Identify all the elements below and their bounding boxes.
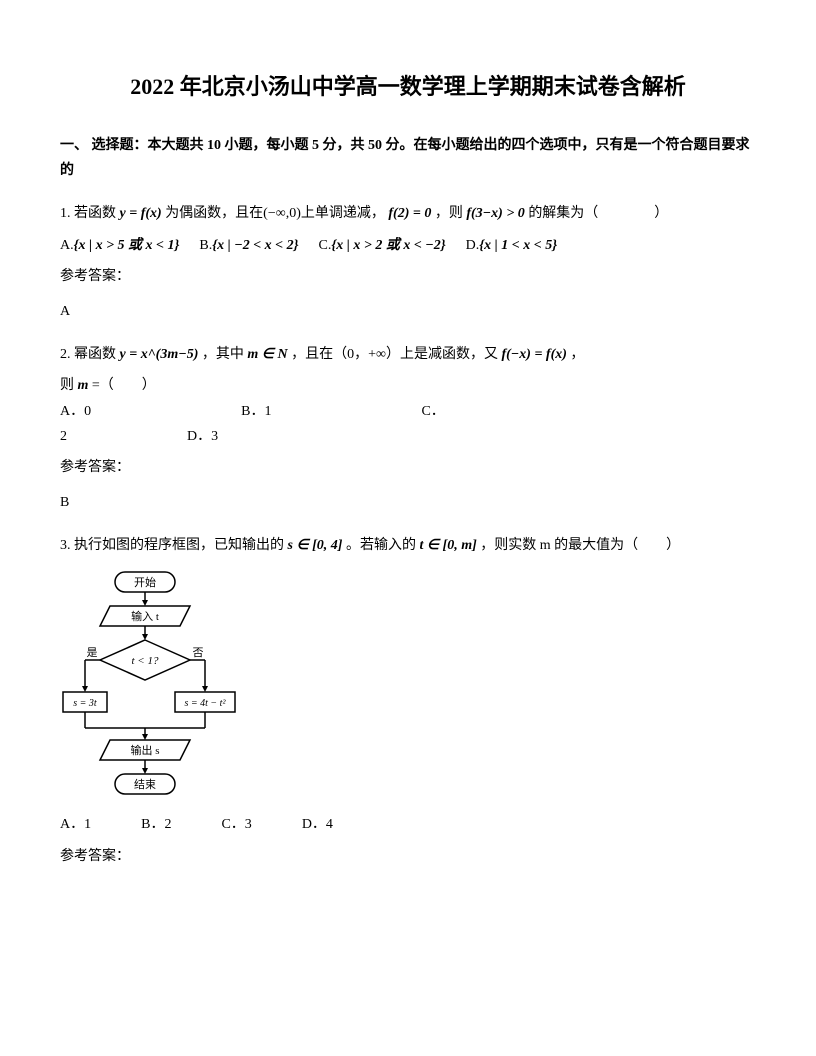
q3-option-d: D．4 — [302, 812, 333, 837]
q3-option-a: A．1 — [60, 812, 91, 837]
q3-formula2: t ∈ [0, m] — [419, 538, 476, 553]
flow-end-text: 结束 — [134, 778, 156, 791]
opt-label: B. — [199, 233, 212, 258]
flow-start-text: 开始 — [134, 575, 156, 589]
opt-set: {x | x > 2 或 x < −2} — [331, 233, 445, 258]
flow-decision-text: t < 1? — [132, 655, 159, 667]
q1-formula2: f(2) = 0 — [388, 206, 431, 221]
q1-text: 为偶函数，且在(−∞,0)上单调递减， — [165, 206, 385, 221]
q1-text: 的解集为（ ） — [528, 206, 668, 221]
q2-text: =（ ） — [92, 378, 156, 393]
flow-no-label: 否 — [193, 647, 204, 659]
q1-text: 1. 若函数 — [60, 206, 120, 221]
q2-formula1: y = x^(3m−5) — [120, 347, 199, 362]
flow-left-text: s = 3t — [73, 698, 97, 709]
opt-label: C. — [319, 233, 332, 258]
q1-options: A. {x | x > 5 或 x < 1} B. {x | −2 < x < … — [60, 233, 756, 258]
q3-option-c: C．3 — [221, 812, 251, 837]
flow-yes-label: 是 — [87, 646, 98, 659]
q2-option-b: B．1 — [241, 399, 271, 424]
q3-option-b: B．2 — [141, 812, 171, 837]
q3-answer-label: 参考答案： — [60, 844, 756, 869]
flow-output-text: 输出 s — [130, 743, 159, 757]
q2-text: 2. 幂函数 — [60, 347, 120, 362]
q1-formula1: y = f(x) — [120, 206, 162, 221]
q3-options: A．1 B．2 C．3 D．4 — [60, 812, 756, 837]
q1-text: ，则 — [435, 206, 467, 221]
q3-text: ，则实数 m 的最大值为（ ） — [480, 538, 680, 553]
q1-option-c: C. {x | x > 2 或 x < −2} — [319, 233, 446, 258]
section-header: 一、 选择题：本大题共 10 小题，每小题 5 分，共 50 分。在每小题给出的… — [60, 133, 756, 183]
page-title: 2022 年北京小汤山中学高一数学理上学期期末试卷含解析 — [60, 70, 756, 103]
q2-formula2: m ∈ N — [247, 347, 287, 362]
q2-option-c2: 2 — [60, 424, 67, 449]
q1-answer: A — [60, 299, 756, 324]
q2-option-c: C． — [421, 399, 444, 424]
q2-line2: 则 m =（ ） — [60, 373, 756, 398]
q1-answer-label: 参考答案： — [60, 264, 756, 289]
q2-options-row2: 2 D．3 — [60, 424, 756, 449]
q2-option-a: A．0 — [60, 399, 91, 424]
opt-label: D. — [466, 233, 480, 258]
q2-text: ， — [570, 347, 584, 362]
question-1: 1. 若函数 y = f(x) 为偶函数，且在(−∞,0)上单调递减， f(2)… — [60, 201, 756, 226]
q2-option-d: D．3 — [187, 424, 218, 449]
q2-text: ，且在（0，+∞）上是减函数，又 — [291, 347, 501, 362]
q2-m: m — [78, 378, 89, 393]
q1-option-d: D. {x | 1 < x < 5} — [466, 233, 557, 258]
q2-text: 则 — [60, 378, 78, 393]
q2-answer-label: 参考答案： — [60, 455, 756, 480]
flow-input-text: 输入 t — [131, 609, 159, 623]
question-2: 2. 幂函数 y = x^(3m−5) ，其中 m ∈ N ，且在（0，+∞）上… — [60, 342, 756, 367]
opt-label: A. — [60, 233, 74, 258]
q3-text: 3. 执行如图的程序框图，已知输出的 — [60, 538, 288, 553]
q2-options-row1: A．0 B．1 C． — [60, 399, 756, 424]
opt-set: {x | −2 < x < 2} — [212, 233, 298, 258]
opt-set: {x | 1 < x < 5} — [479, 233, 557, 258]
q1-option-b: B. {x | −2 < x < 2} — [199, 233, 298, 258]
q2-formula3: f(−x) = f(x) — [501, 347, 566, 362]
flowchart-diagram: 开始 输入 t t < 1? 是 否 s = 3t s = 4t − t² — [60, 570, 756, 800]
question-3: 3. 执行如图的程序框图，已知输出的 s ∈ [0, 4] 。若输入的 t ∈ … — [60, 533, 756, 558]
q1-option-a: A. {x | x > 5 或 x < 1} — [60, 233, 179, 258]
flow-right-text: s = 4t − t² — [185, 698, 227, 709]
q3-text: 。若输入的 — [346, 538, 420, 553]
q2-answer: B — [60, 490, 756, 515]
q3-formula1: s ∈ [0, 4] — [288, 538, 343, 553]
q2-text: ，其中 — [202, 347, 248, 362]
q1-formula3: f(3−x) > 0 — [466, 206, 524, 221]
opt-set: {x | x > 5 或 x < 1} — [74, 233, 180, 258]
